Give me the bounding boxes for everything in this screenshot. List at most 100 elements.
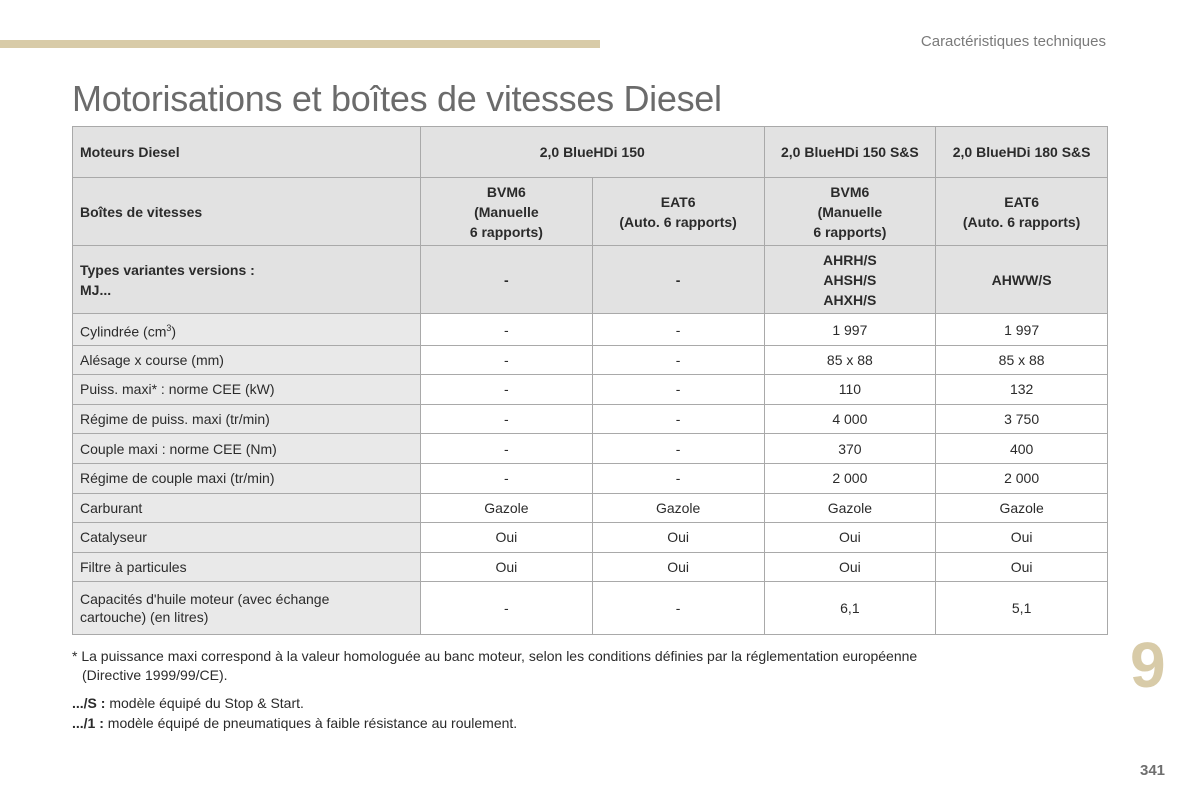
spec-row: Régime de puiss. maxi (tr/min) - -4 000 3 7… bbox=[72, 403, 1108, 435]
spec-label-text: Cylindrée (cm bbox=[80, 324, 167, 341]
spec-value: Oui bbox=[591, 551, 765, 583]
spec-value: 400 bbox=[935, 433, 1108, 464]
spec-value: 3 750 bbox=[935, 403, 1108, 435]
gearbox-line: 6 rapports) bbox=[469, 223, 543, 240]
spec-value: 85 x 88 bbox=[763, 344, 937, 376]
spec-value: - bbox=[591, 462, 765, 494]
spec-value: 85 x 88 bbox=[935, 344, 1108, 376]
spec-value: 1 997 bbox=[935, 313, 1108, 346]
variant-code: - bbox=[504, 271, 509, 288]
spec-value: 2 000 bbox=[763, 462, 937, 494]
spec-value: Gazole bbox=[763, 492, 937, 524]
spec-value: 4 000 bbox=[763, 403, 937, 435]
gearbox-line: (Auto. 6 rapports) bbox=[619, 213, 737, 230]
spec-value: 1 997 bbox=[763, 313, 937, 346]
header-accent-bar bbox=[0, 40, 600, 48]
spec-value: - bbox=[420, 433, 593, 464]
gearbox-cell: EAT6 (Auto. 6 rapports) bbox=[935, 177, 1108, 246]
spec-row: Régime de couple maxi (tr/min) - -2 000 2 0… bbox=[72, 462, 1108, 494]
power-footnote-line: * La puissance maxi correspond à la vale… bbox=[72, 648, 918, 664]
spec-label-text: Puiss. maxi* : norme CEE (kW) bbox=[80, 381, 275, 398]
spec-label: Catalyseur bbox=[72, 522, 421, 553]
spec-label: Régime de couple maxi (tr/min) bbox=[72, 462, 421, 494]
power-footnote: * La puissance maxi correspond à la vale… bbox=[72, 647, 1032, 685]
spec-value: Oui bbox=[420, 522, 593, 553]
spec-value: - bbox=[591, 374, 765, 405]
gearbox-cell: BVM6 (Manuelle 6 rapports) bbox=[763, 177, 937, 246]
spec-label: Filtre à particules bbox=[72, 551, 421, 583]
engine-header: 2,0 BlueHDi 150 bbox=[420, 126, 765, 178]
variants-label-line: MJ... bbox=[80, 281, 112, 298]
gearboxes-label: Boîtes de vitesses bbox=[72, 177, 421, 246]
spec-label-text: Carburant bbox=[80, 499, 143, 516]
diesel-specs-table: Moteurs Diesel 2,0 BlueHDi 150 2,0 BlueH… bbox=[72, 126, 1108, 636]
spec-label-text: cartouche) (en litres) bbox=[80, 609, 209, 626]
spec-value: Gazole bbox=[935, 492, 1108, 524]
spec-row: Filtre à particules Oui Oui Oui Oui bbox=[72, 551, 1108, 583]
variants-label-line: Types variantes versions : bbox=[80, 261, 255, 278]
spec-value: Oui bbox=[763, 551, 937, 583]
spec-label-text: Alésage x course (mm) bbox=[80, 351, 224, 368]
engine-header: 2,0 BlueHDi 180 S&S bbox=[935, 126, 1108, 178]
spec-value: 5,1 bbox=[935, 581, 1108, 636]
spec-value: Oui bbox=[763, 522, 937, 553]
spec-value: - bbox=[591, 403, 765, 435]
spec-value: 110 bbox=[763, 374, 937, 405]
engines-label: Moteurs Diesel bbox=[72, 126, 421, 178]
spec-label: Puiss. maxi* : norme CEE (kW) bbox=[72, 374, 421, 405]
gearboxes-row: Boîtes de vitesses BVM6 (Manuelle 6 rappor… bbox=[72, 177, 1108, 246]
spec-label: Couple maxi : norme CEE (Nm) bbox=[72, 433, 421, 464]
spec-row: Couple maxi : norme CEE (Nm) - -370 400 bbox=[72, 433, 1108, 464]
spec-value: - bbox=[591, 581, 765, 636]
page-number: 341 bbox=[1140, 762, 1166, 779]
spec-value: Gazole bbox=[591, 492, 765, 524]
spec-value: - bbox=[420, 403, 593, 435]
variant-cell: AHRH/S AHSH/S AHXH/S bbox=[763, 245, 937, 314]
variants-row: Types variantes versions : MJ... - - AHRH… bbox=[72, 245, 1108, 314]
stop-start-footnote: .../S : modèle équipé du Stop & Start. bbox=[72, 694, 304, 713]
page-title: Motorisations et boîtes de vitesses Dies… bbox=[72, 78, 722, 119]
gearbox-line: (Manuelle bbox=[474, 203, 539, 220]
spec-value: Gazole bbox=[420, 492, 593, 524]
spec-value: - bbox=[591, 313, 765, 346]
footnote-text: modèle équipé de pneumatiques à faible r… bbox=[103, 715, 518, 731]
variant-cell: - bbox=[420, 245, 593, 314]
spec-value: - bbox=[420, 581, 593, 636]
spec-label: Régime de puiss. maxi (tr/min) bbox=[72, 403, 421, 435]
spec-label: Carburant bbox=[72, 492, 421, 524]
spec-row: Carburant Gazole Gazole Gazole Gazole bbox=[72, 492, 1108, 524]
spec-value: 132 bbox=[935, 374, 1108, 405]
spec-label-text: Capacités d'huile moteur (avec échange bbox=[80, 591, 330, 608]
spec-value: Oui bbox=[591, 522, 765, 553]
engines-row: Moteurs Diesel 2,0 BlueHDi 150 2,0 BlueH… bbox=[72, 126, 1108, 178]
spec-row: Puiss. maxi* : norme CEE (kW) - -110 132 bbox=[72, 374, 1108, 405]
gearbox-line: 6 rapports) bbox=[813, 223, 887, 240]
spec-label: Alésage x course (mm) bbox=[72, 344, 421, 376]
section-header: Caractéristiques techniques bbox=[920, 33, 1106, 50]
spec-label-text: Catalyseur bbox=[80, 529, 147, 546]
spec-value: Oui bbox=[935, 551, 1108, 583]
variant-code: AHSH/S bbox=[823, 271, 877, 288]
spec-row: Cylindrée (cm3) - -1 997 1 997 bbox=[72, 313, 1108, 346]
gearbox-line: EAT6 bbox=[660, 193, 696, 210]
gearbox-cell: EAT6 (Auto. 6 rapports) bbox=[591, 177, 765, 246]
chapter-number: 9 bbox=[1130, 629, 1166, 701]
footnote-code: .../S : bbox=[72, 695, 106, 711]
spec-value: - bbox=[591, 433, 765, 464]
gearbox-line: (Auto. 6 rapports) bbox=[962, 213, 1081, 230]
spec-row: Capacités d'huile moteur (avec échange ca… bbox=[72, 581, 1108, 636]
spec-value: - bbox=[420, 344, 593, 376]
spec-label-text: Régime de couple maxi (tr/min) bbox=[80, 470, 275, 487]
variant-code: AHRH/S bbox=[823, 251, 877, 268]
spec-label-sup: 3 bbox=[166, 323, 172, 334]
spec-value: 2 000 bbox=[935, 462, 1108, 494]
gearbox-cell: BVM6 (Manuelle 6 rapports) bbox=[420, 177, 593, 246]
spec-label-text: Filtre à particules bbox=[80, 559, 187, 576]
spec-label: Cylindrée (cm3) bbox=[72, 313, 421, 346]
spec-label: Capacités d'huile moteur (avec échange ca… bbox=[72, 581, 421, 636]
spec-label-text: Couple maxi : norme CEE (Nm) bbox=[80, 440, 277, 457]
variant-cell: - bbox=[591, 245, 765, 314]
footnote-text: modèle équipé du Stop & Start. bbox=[105, 695, 304, 711]
variant-cell: AHWW/S bbox=[935, 245, 1108, 314]
spec-row: Alésage x course (mm) - -85 x 88 85 x 88 bbox=[72, 344, 1108, 376]
